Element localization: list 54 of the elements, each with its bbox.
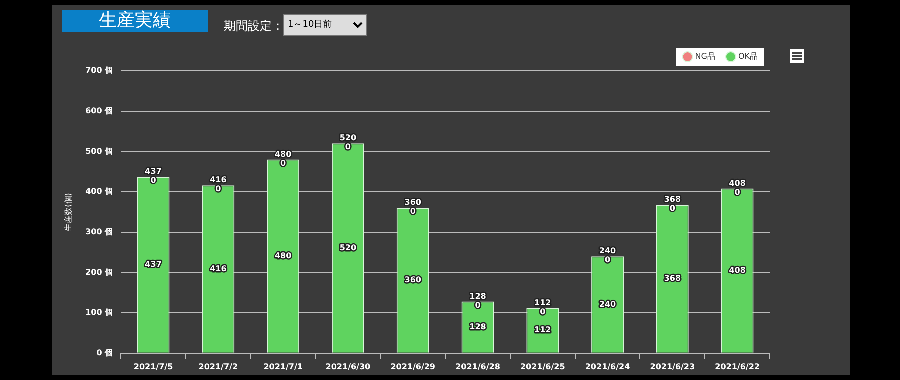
data-label: 0 bbox=[734, 188, 741, 197]
total-label: 368 bbox=[664, 195, 682, 204]
data-label: 0 bbox=[410, 207, 416, 216]
data-label: 520 bbox=[340, 243, 357, 252]
total-label: 128 bbox=[470, 292, 487, 301]
total-label: 360 bbox=[404, 198, 422, 208]
y-tick-label: 200 個 bbox=[86, 268, 114, 277]
x-tick-label: 2021/7/2 bbox=[198, 362, 238, 372]
total-label: 240 bbox=[599, 246, 617, 256]
y-tick-label: 0 個 bbox=[96, 348, 114, 358]
total-label: 112 bbox=[534, 298, 552, 308]
x-tick-label: 2021/6/30 bbox=[326, 362, 372, 372]
data-label: 0 bbox=[604, 256, 611, 265]
data-label: 128 bbox=[470, 322, 487, 332]
y-tick-label: 300 個 bbox=[86, 227, 114, 236]
data-label: 480 bbox=[274, 251, 292, 260]
data-label: 240 bbox=[599, 300, 617, 309]
y-tick-label: 400 個 bbox=[86, 187, 114, 196]
x-tick-label: 2021/7/1 bbox=[264, 362, 304, 372]
data-label: 0 bbox=[345, 142, 352, 152]
data-label: 408 bbox=[729, 266, 746, 275]
x-tick-label: 2021/6/25 bbox=[520, 362, 566, 372]
x-tick-label: 2021/6/23 bbox=[650, 362, 696, 372]
chart-title: 生産実績 bbox=[62, 10, 208, 32]
data-label: 0 bbox=[280, 158, 287, 168]
data-label: 437 bbox=[145, 260, 162, 270]
total-label: 520 bbox=[340, 134, 357, 143]
y-tick-label: 500 個 bbox=[86, 146, 114, 156]
y-tick-label: 600 個 bbox=[86, 106, 114, 116]
x-tick-label: 2021/7/5 bbox=[134, 362, 174, 372]
x-tick-label: 2021/6/24 bbox=[585, 362, 631, 372]
data-label: 0 bbox=[475, 300, 482, 310]
data-label: 360 bbox=[404, 276, 422, 285]
data-label: 0 bbox=[540, 307, 546, 316]
data-label: 112 bbox=[534, 326, 552, 335]
total-label: 416 bbox=[210, 176, 228, 185]
legend-label: OK品 bbox=[738, 52, 758, 62]
text: 1～10日前 bbox=[283, 14, 367, 36]
data-label: 0 bbox=[150, 176, 157, 186]
data-label: 416 bbox=[210, 264, 228, 274]
x-tick-label: 2021/6/28 bbox=[456, 362, 501, 372]
data-label: 0 bbox=[670, 204, 676, 214]
y-axis-title: 生産数(個) bbox=[64, 193, 73, 232]
y-tick-label: 700 個 bbox=[86, 66, 114, 76]
data-label: 0 bbox=[216, 184, 222, 194]
data-label: 368 bbox=[664, 274, 682, 283]
x-tick-label: 2021/6/29 bbox=[390, 362, 436, 372]
x-tick-label: 2021/6/22 bbox=[715, 362, 760, 372]
total-label: 437 bbox=[145, 167, 162, 176]
y-tick-label: 100 個 bbox=[86, 308, 114, 318]
text: 期間設定： bbox=[224, 18, 284, 35]
legend-label: NG品 bbox=[695, 52, 716, 62]
total-label: 408 bbox=[729, 178, 746, 188]
total-label: 480 bbox=[274, 150, 292, 159]
